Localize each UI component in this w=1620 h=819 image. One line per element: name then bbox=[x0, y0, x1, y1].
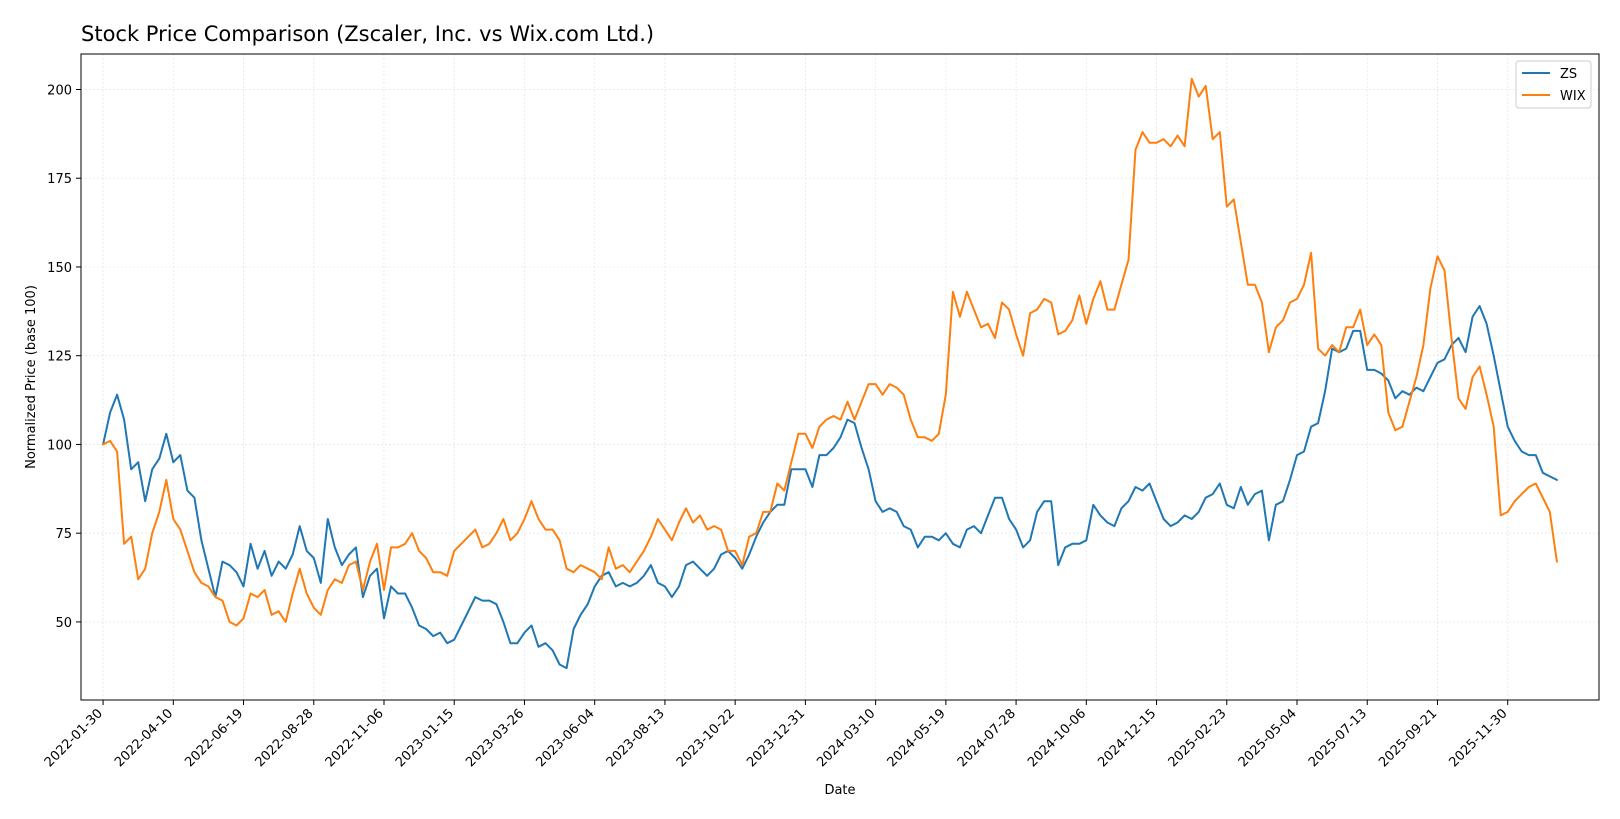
y-tick-label: 75 bbox=[55, 527, 72, 542]
plot-frame bbox=[80, 53, 1600, 701]
series-line-zs bbox=[102, 305, 1558, 670]
legend: ZS WIX bbox=[1515, 60, 1592, 109]
y-axis: 50 75 100 125 150 175 200 bbox=[47, 83, 81, 631]
series-layer bbox=[102, 77, 1558, 670]
y-tick-label: 125 bbox=[47, 350, 72, 365]
legend-label-zs: ZS bbox=[1560, 67, 1577, 82]
grid bbox=[81, 54, 1599, 700]
x-axis-label: Date bbox=[824, 783, 855, 798]
chart-title: Stock Price Comparison (Zscaler, Inc. vs… bbox=[81, 22, 654, 46]
y-tick-label: 150 bbox=[47, 261, 72, 276]
y-tick-label: 100 bbox=[47, 438, 72, 453]
y-axis-label: Normalized Price (base 100) bbox=[24, 285, 39, 469]
series-line-wix bbox=[102, 77, 1558, 627]
y-tick-label: 50 bbox=[55, 616, 72, 631]
legend-label-wix: WIX bbox=[1560, 89, 1586, 104]
y-tick-label: 200 bbox=[47, 83, 72, 98]
y-tick-label: 175 bbox=[47, 172, 72, 187]
